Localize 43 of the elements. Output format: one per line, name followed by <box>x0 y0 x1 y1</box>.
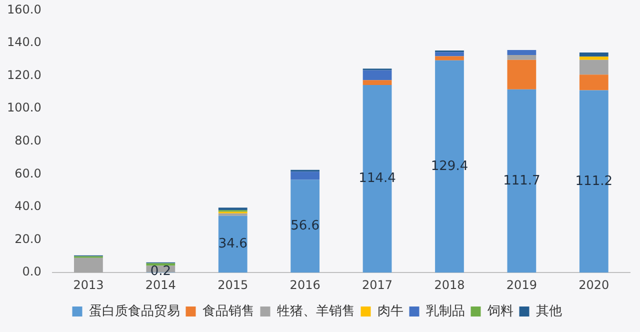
legend-label: 其他 <box>536 304 562 319</box>
bar <box>579 74 608 90</box>
bar <box>507 54 536 60</box>
legend-label: 乳制品 <box>426 304 465 319</box>
bar <box>579 56 608 60</box>
bar <box>362 70 392 80</box>
bar <box>507 50 536 55</box>
y-tick-label: 100.0 <box>6 100 42 115</box>
legend-label: 肉牛 <box>377 304 404 319</box>
y-tick-label: 40.0 <box>14 199 42 214</box>
bar <box>362 80 392 85</box>
legend-label: 食品销售 <box>202 304 254 319</box>
bar <box>435 52 464 56</box>
legend-label: 饲料 <box>486 304 514 319</box>
bar <box>579 60 608 75</box>
bar <box>74 258 103 273</box>
bar <box>218 208 248 210</box>
legend-label: 蛋白质食品贸易 <box>88 304 180 319</box>
y-tick-label: 60.0 <box>14 166 42 180</box>
bar <box>290 172 320 180</box>
y-tick-label: 120.0 <box>6 68 42 82</box>
x-tick-label: 2016 <box>290 278 320 292</box>
y-tick-label: 0.0 <box>22 264 42 279</box>
x-tick-label: 2013 <box>73 278 104 292</box>
y-tick-label: 20.0 <box>14 232 42 246</box>
legend-label: 牲猪、羊销售 <box>276 304 355 319</box>
bar <box>290 180 320 273</box>
x-tick-label: 2014 <box>145 278 176 292</box>
x-tick-label: 2019 <box>506 278 537 292</box>
y-tick-label: 80.0 <box>14 134 42 148</box>
data-label: 56.6 <box>290 218 320 234</box>
y-tick-label: 160.0 <box>6 2 42 16</box>
bar <box>435 56 464 60</box>
y-tick-label: 140.0 <box>6 35 42 50</box>
bar <box>579 52 608 57</box>
x-tick-label: 2015 <box>218 278 248 292</box>
x-tick-label: 2020 <box>578 278 610 292</box>
x-tick-label: 2018 <box>434 278 465 292</box>
x-tick-label: 2017 <box>362 278 393 292</box>
bar <box>218 213 248 216</box>
data-label: 34.6 <box>218 236 248 252</box>
bar <box>218 216 248 273</box>
bar <box>507 60 536 90</box>
